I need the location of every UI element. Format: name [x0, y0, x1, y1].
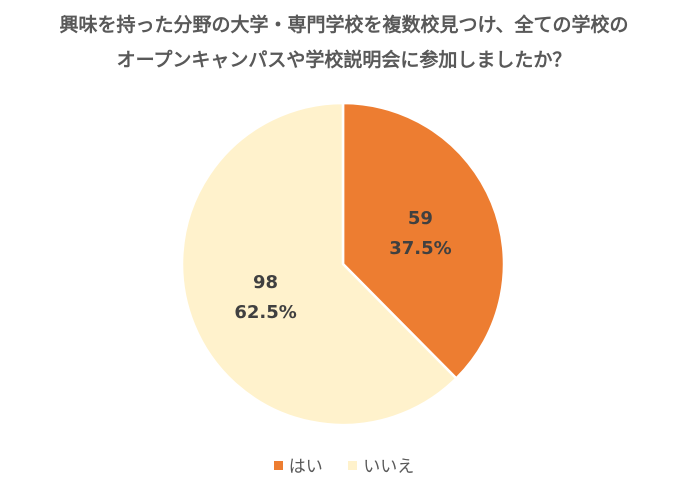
legend-label-yes: はい: [288, 457, 323, 477]
chart-title-line-2: オープンキャンパスや学校説明会に参加しましたか？: [116, 49, 572, 71]
legend: はい いいえ: [0, 452, 688, 477]
data-label-percent-no: 62.5%: [234, 302, 296, 323]
pie-slice-no: [180, 101, 458, 427]
chart-title: 興味を持った分野の大学・専門学校を複数校見つけ、全ての学校の オープンキャンパス…: [0, 8, 688, 78]
pie-slices: [180, 101, 506, 427]
legend-label-no: いいえ: [363, 457, 415, 477]
data-label-value-no: 98: [253, 272, 278, 293]
data-label-percent-yes: 37.5%: [389, 238, 451, 259]
legend-item-no: いいえ: [348, 452, 414, 477]
pie-slice-yes: [341, 101, 506, 380]
legend-swatch-no: [348, 460, 358, 470]
data-label-value-yes: 59: [408, 208, 433, 229]
chart-title-line-1: 興味を持った分野の大学・専門学校を複数校見つけ、全ての学校の: [59, 14, 629, 36]
legend-item-yes: はい: [273, 452, 323, 477]
pie-data-labels: 59 37.5% 98 62.5%: [234, 208, 451, 323]
legend-swatch-yes: [273, 460, 283, 470]
